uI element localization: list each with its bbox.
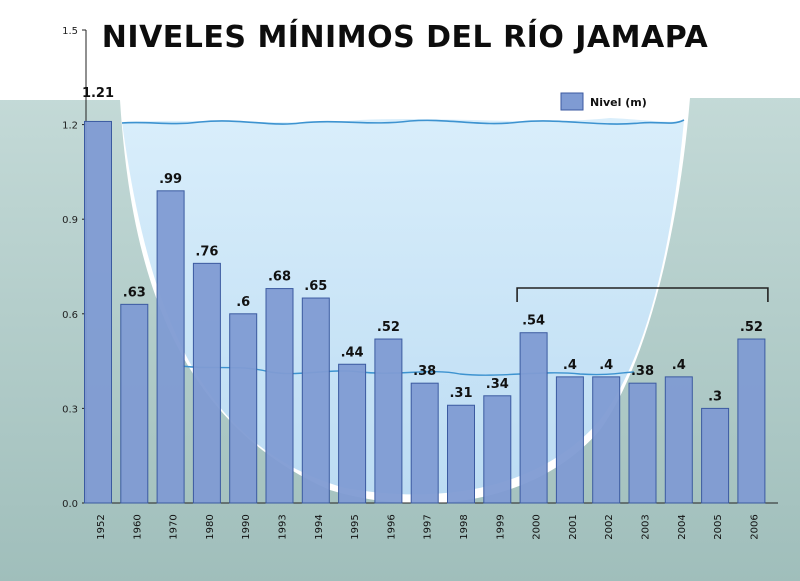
y-tick-label: 1.2	[62, 121, 78, 132]
data-label-2000: .54	[522, 314, 545, 329]
x-tick-label-1960: 1960	[132, 514, 143, 539]
bar-2006	[737, 338, 766, 504]
x-tick-label-2004: 2004	[677, 514, 688, 539]
bar-1994	[301, 297, 330, 504]
bar-1993	[265, 288, 294, 504]
bar-2000	[519, 332, 548, 504]
bar-1980	[192, 262, 221, 504]
y-tick-label: 0.0	[62, 499, 78, 510]
y-tick-label: 0.6	[62, 310, 78, 321]
x-tick-label-1952: 1952	[96, 514, 107, 539]
x-tick-label-1997: 1997	[423, 514, 434, 539]
data-label-1952: 1.21	[82, 86, 114, 101]
y-tick-label: 1.5	[62, 26, 78, 37]
y-tick-label: 0.9	[62, 215, 78, 226]
data-label-2001: .4	[563, 358, 577, 373]
data-label-1999: .34	[486, 377, 509, 392]
data-label-1970: .99	[159, 172, 182, 187]
bar-1999	[483, 395, 512, 504]
bars	[84, 120, 766, 504]
data-label-1997: .38	[413, 364, 436, 379]
data-label-1993: .68	[268, 270, 291, 285]
x-tick-label-2006: 2006	[749, 514, 760, 539]
bar-1990	[229, 313, 258, 504]
data-label-1995: .44	[341, 345, 364, 360]
x-tick-label-1999: 1999	[495, 514, 506, 539]
bar-1996	[374, 338, 403, 504]
x-tick-label-1998: 1998	[459, 514, 470, 539]
water-surface-low	[181, 365, 635, 376]
x-tick-label-1996: 1996	[386, 514, 397, 539]
chart-title: NIVELES MÍNIMOS DEL RÍO JAMAPA	[102, 19, 709, 55]
bar-2001	[555, 376, 584, 504]
x-tick-label-2000: 2000	[532, 514, 543, 539]
water-surface-high	[121, 119, 685, 125]
bar-1995	[338, 363, 367, 504]
data-label-1960: .63	[123, 285, 146, 300]
bar-1952	[84, 120, 112, 504]
data-label-2002: .4	[599, 358, 613, 373]
x-tick-label-1970: 1970	[169, 514, 180, 539]
data-label-2005: .3	[708, 389, 722, 404]
x-tick-label-1990: 1990	[241, 514, 252, 539]
legend: Nivel (m)	[560, 92, 647, 111]
data-label-1980: .76	[195, 244, 218, 259]
x-tick-label-2003: 2003	[641, 514, 652, 539]
x-tick-label-1993: 1993	[278, 514, 289, 539]
bar-2003	[628, 382, 657, 504]
data-label-2003: .38	[631, 364, 654, 379]
data-labels: 1.21 .63 .99 .76 .6 .68 .65 .44 .52 .38 .31 .34 .54.…	[82, 86, 763, 404]
x-ticks: 1952 1960 1970 1980 1990 1993 1994 1995 1996 1997…	[96, 514, 760, 539]
bar-1997	[410, 382, 439, 504]
x-tick-label-1980: 1980	[205, 514, 216, 539]
data-label-2006: .52	[740, 320, 763, 335]
bar-2004	[664, 376, 693, 504]
bar-1970	[156, 190, 185, 504]
bar-1998	[447, 404, 475, 504]
x-tick-label-2005: 2005	[713, 514, 724, 539]
data-label-1996: .52	[377, 320, 400, 335]
data-label-1998: .31	[449, 386, 472, 401]
bar-1960	[120, 303, 149, 504]
legend-label: Nivel (m)	[590, 96, 647, 109]
bar-2002	[592, 376, 621, 504]
highlight-bracket	[516, 287, 769, 302]
bar-2005	[701, 407, 730, 504]
data-label-1994: .65	[304, 279, 327, 294]
x-tick-label-1995: 1995	[350, 514, 361, 539]
data-label-2004: .4	[672, 358, 686, 373]
data-label-1990: .6	[236, 295, 250, 310]
y-tick-label: 0.3	[62, 404, 78, 415]
x-tick-label-1994: 1994	[314, 514, 325, 539]
x-tick-label-2002: 2002	[604, 514, 615, 539]
legend-swatch	[560, 92, 584, 111]
x-tick-label-2001: 2001	[568, 514, 579, 539]
